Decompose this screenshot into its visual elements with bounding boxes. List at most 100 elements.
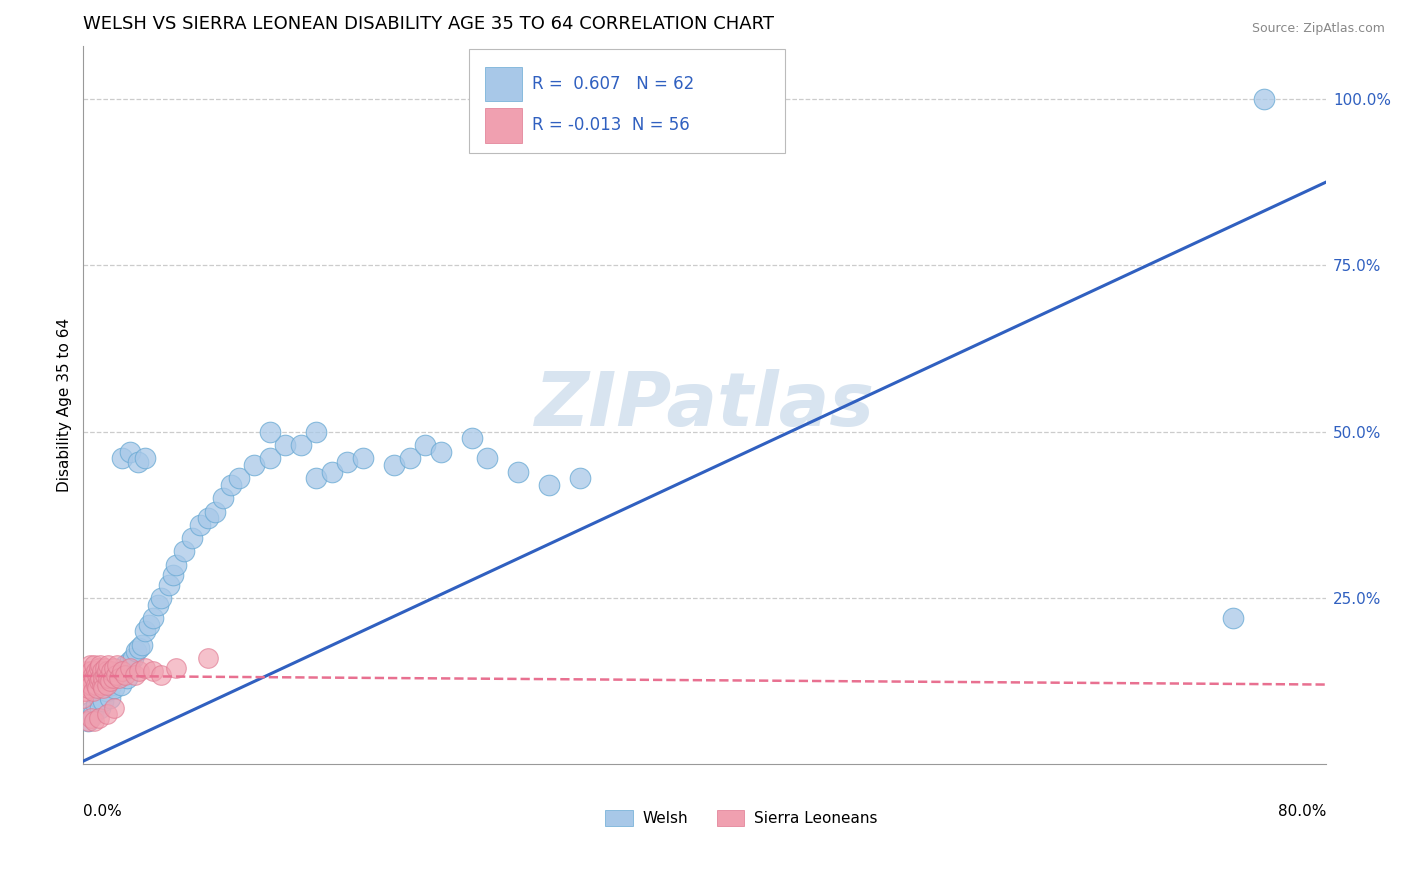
Point xyxy=(204,504,226,518)
Point xyxy=(166,558,188,572)
Point xyxy=(94,667,117,681)
Text: Source: ZipAtlas.com: Source: ZipAtlas.com xyxy=(1251,22,1385,36)
Point xyxy=(149,591,172,605)
Point xyxy=(124,667,146,681)
Point xyxy=(128,665,150,679)
Point xyxy=(243,458,266,472)
Point xyxy=(84,677,107,691)
FancyBboxPatch shape xyxy=(468,49,786,153)
Point xyxy=(80,704,103,718)
Point xyxy=(73,671,96,685)
Point xyxy=(96,684,118,698)
Point xyxy=(75,665,97,679)
FancyBboxPatch shape xyxy=(605,811,633,826)
Point xyxy=(83,714,105,728)
Point xyxy=(274,438,297,452)
Point xyxy=(80,711,103,725)
Point xyxy=(107,657,129,672)
Point xyxy=(108,671,131,685)
Text: ZIPatlas: ZIPatlas xyxy=(534,368,875,442)
Point xyxy=(83,657,105,672)
Point xyxy=(93,671,115,685)
Point xyxy=(460,431,482,445)
Point xyxy=(305,471,328,485)
FancyBboxPatch shape xyxy=(717,811,744,826)
Point xyxy=(77,681,100,695)
Point xyxy=(75,677,97,691)
Point xyxy=(321,465,343,479)
Point xyxy=(89,671,111,685)
Point xyxy=(134,624,156,639)
Point xyxy=(96,677,118,691)
Point xyxy=(72,690,94,705)
Point xyxy=(96,707,118,722)
Point xyxy=(125,644,148,658)
Point xyxy=(352,451,374,466)
Point xyxy=(101,671,124,685)
Point xyxy=(118,444,141,458)
Text: 80.0%: 80.0% xyxy=(1278,804,1326,819)
Point xyxy=(94,661,117,675)
Point xyxy=(477,451,499,466)
Point xyxy=(197,651,219,665)
Point xyxy=(80,665,103,679)
Point xyxy=(149,667,172,681)
Point xyxy=(90,665,112,679)
Point xyxy=(122,651,145,665)
Point xyxy=(508,465,530,479)
Point xyxy=(1222,611,1244,625)
Point xyxy=(382,458,405,472)
Point xyxy=(77,667,100,681)
Point xyxy=(336,454,359,468)
Point xyxy=(173,544,195,558)
Point xyxy=(98,674,121,689)
Text: Sierra Leoneans: Sierra Leoneans xyxy=(755,811,877,826)
Point xyxy=(83,671,105,685)
Point xyxy=(114,667,136,681)
Point xyxy=(97,671,120,685)
Point xyxy=(86,681,108,695)
Point xyxy=(138,617,160,632)
Text: 0.0%: 0.0% xyxy=(83,804,122,819)
Point xyxy=(290,438,312,452)
Point xyxy=(77,714,100,728)
Point xyxy=(103,681,125,695)
Point xyxy=(128,640,150,655)
Point xyxy=(142,665,165,679)
Point xyxy=(97,657,120,672)
Point xyxy=(93,694,115,708)
Point xyxy=(100,677,122,691)
Point xyxy=(111,451,134,466)
FancyBboxPatch shape xyxy=(485,67,522,101)
Point xyxy=(80,677,103,691)
Point xyxy=(89,657,111,672)
Point xyxy=(181,531,204,545)
Point xyxy=(98,690,121,705)
Point xyxy=(538,478,561,492)
Point xyxy=(212,491,235,506)
Point xyxy=(259,451,281,466)
Point xyxy=(398,451,420,466)
Point xyxy=(146,598,169,612)
Point xyxy=(429,444,451,458)
Point xyxy=(82,707,104,722)
Point xyxy=(84,698,107,712)
Point xyxy=(79,657,101,672)
FancyBboxPatch shape xyxy=(485,108,522,143)
Point xyxy=(90,677,112,691)
Point xyxy=(87,661,110,675)
Point xyxy=(107,671,129,685)
Point xyxy=(87,674,110,689)
Text: WELSH VS SIERRA LEONEAN DISABILITY AGE 35 TO 64 CORRELATION CHART: WELSH VS SIERRA LEONEAN DISABILITY AGE 3… xyxy=(83,15,775,33)
Point xyxy=(1253,92,1275,106)
Point xyxy=(86,667,108,681)
Point xyxy=(89,701,111,715)
Text: R = -0.013  N = 56: R = -0.013 N = 56 xyxy=(531,117,690,135)
Point xyxy=(134,661,156,675)
Y-axis label: Disability Age 35 to 64: Disability Age 35 to 64 xyxy=(58,318,72,492)
Point xyxy=(305,425,328,439)
Point xyxy=(166,661,188,675)
Point xyxy=(79,671,101,685)
Point xyxy=(87,711,110,725)
Point xyxy=(103,701,125,715)
